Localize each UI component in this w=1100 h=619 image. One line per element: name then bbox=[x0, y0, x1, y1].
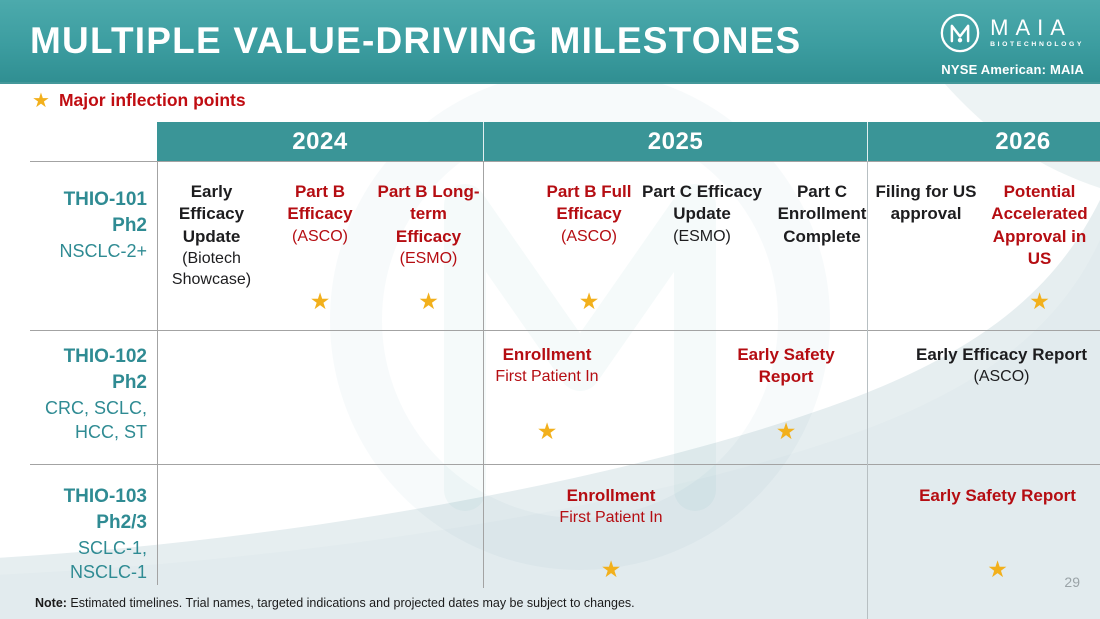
trial-indication: NSCLC-1 bbox=[69, 562, 147, 582]
milestone-title: Early Safety Report bbox=[737, 345, 835, 387]
star-icon: ★ bbox=[536, 418, 558, 444]
footnote: Note: Estimated timelines. Trial names, … bbox=[35, 596, 635, 610]
year-header-2025: 2025 bbox=[483, 122, 867, 161]
maia-logo-icon bbox=[940, 13, 980, 53]
milestone-title: Early Efficacy Report bbox=[915, 345, 1087, 364]
logo-subbrand-text: BIOTECHNOLOGY bbox=[990, 41, 1084, 49]
milestone-title: Part B Efficacy bbox=[287, 182, 353, 224]
grid-line bbox=[867, 161, 868, 619]
milestone-subtitle: (ASCO) bbox=[561, 227, 617, 245]
grid-line bbox=[30, 330, 1100, 331]
grid-line bbox=[30, 161, 1100, 162]
page-number: 29 bbox=[1064, 574, 1080, 590]
trial-indication: HCC, ST bbox=[75, 422, 147, 442]
grid-line bbox=[483, 161, 484, 588]
trial-indication: NSCLC-2+ bbox=[59, 241, 147, 261]
milestone-cell: Part B Full Efficacy (ASCO) ★ bbox=[525, 161, 653, 330]
milestone-cell: Early Safety Report ★ bbox=[881, 464, 1100, 585]
timeline-table: 2024 2025 2026 THIO-101 Ph2 NSCLC-2+ Early … bbox=[30, 122, 1100, 585]
star-icon: ★ bbox=[578, 288, 600, 314]
milestone-cell: Enrollment First Patient In ★ bbox=[483, 464, 739, 585]
trial-indication: CRC, SCLC, bbox=[44, 398, 147, 418]
title-banner: MULTIPLE VALUE-DRIVING MILESTONES MAIA B… bbox=[0, 0, 1100, 84]
milestone-title: Early Safety Report bbox=[919, 486, 1076, 505]
milestone-cell: Part C Enrollment Complete bbox=[758, 161, 886, 330]
year-header-2026: 2026 bbox=[867, 122, 1100, 161]
milestone-cell: Early Efficacy Report (ASCO) bbox=[885, 330, 1100, 464]
milestone-subtitle: (ASCO) bbox=[292, 227, 348, 245]
milestone-cell: Filing for US approval bbox=[867, 161, 985, 330]
milestone-subtitle: (Biotech Showcase) bbox=[171, 250, 252, 289]
milestone-title: Potential Accelerated Approval in US bbox=[991, 182, 1088, 269]
maia-logo: MAIA BIOTECHNOLOGY bbox=[939, 12, 1084, 54]
legend: ★ Major inflection points bbox=[32, 90, 246, 111]
trial-phase: Ph2 bbox=[112, 372, 147, 393]
star-icon: ★ bbox=[775, 418, 797, 444]
footnote-text: Estimated timelines. Trial names, target… bbox=[66, 596, 635, 610]
milestone-title: Part B Long-term Efficacy bbox=[377, 182, 480, 246]
milestone-subtitle: First Patient In bbox=[559, 509, 663, 527]
milestone-subtitle: (ASCO) bbox=[973, 368, 1030, 386]
milestone-cell: Potential Accelerated Approval in US ★ bbox=[982, 161, 1097, 330]
milestone-subtitle: (ESMO) bbox=[673, 227, 731, 245]
milestone-title: Enrollment bbox=[566, 486, 656, 505]
milestone-cell: Early Safety Report ★ bbox=[722, 330, 850, 464]
trial-label: THIO-102 Ph2 CRC, SCLC, HCC, ST bbox=[30, 330, 157, 464]
maia-watermark-m-icon bbox=[444, 184, 716, 511]
trial-name: THIO-101 bbox=[63, 189, 147, 210]
milestone-title: Early Efficacy Update bbox=[178, 182, 245, 246]
logo-brand-text: MAIA bbox=[990, 15, 1072, 41]
milestone-cell: Part B Long-term Efficacy (ESMO) ★ bbox=[374, 161, 483, 330]
milestone-title: Enrollment bbox=[502, 345, 592, 364]
star-icon: ★ bbox=[600, 556, 622, 582]
ticker-label: NYSE American: MAIA bbox=[941, 62, 1084, 77]
grid-line bbox=[157, 161, 158, 585]
legend-label: Major inflection points bbox=[58, 90, 246, 110]
milestone-subtitle: (ESMO) bbox=[399, 250, 458, 268]
page-title: MULTIPLE VALUE-DRIVING MILESTONES bbox=[30, 20, 802, 61]
trial-name: THIO-102 bbox=[63, 346, 147, 367]
milestone-cell: Part B Efficacy (ASCO) ★ bbox=[266, 161, 374, 330]
year-header-2024: 2024 bbox=[157, 122, 483, 161]
trial-phase: Ph2/3 bbox=[96, 512, 147, 533]
milestone-cell: Enrollment First Patient In ★ bbox=[483, 330, 611, 464]
star-icon: ★ bbox=[32, 89, 50, 112]
grid-line bbox=[30, 464, 1100, 465]
milestone-title: Part B Full Efficacy bbox=[546, 182, 632, 224]
milestone-title: Part C Efficacy Update bbox=[642, 182, 762, 224]
milestone-title: Filing for US approval bbox=[875, 182, 977, 224]
star-icon: ★ bbox=[987, 556, 1008, 582]
trial-label: THIO-101 Ph2 NSCLC-2+ bbox=[30, 161, 157, 330]
trial-name: THIO-103 bbox=[63, 486, 147, 507]
trial-label: THIO-103 Ph2/3 SCLC-1, NSCLC-1 bbox=[30, 464, 157, 585]
trial-indication: SCLC-1, bbox=[77, 538, 147, 558]
trial-phase: Ph2 bbox=[112, 215, 147, 236]
milestone-title: Part C Enrollment Complete bbox=[777, 182, 867, 246]
star-icon: ★ bbox=[418, 288, 439, 314]
milestone-subtitle: First Patient In bbox=[495, 368, 599, 386]
milestone-cell: Early Efficacy Update (Biotech Showcase) bbox=[157, 161, 266, 330]
star-icon: ★ bbox=[309, 288, 331, 314]
footnote-label: Note: bbox=[35, 596, 67, 610]
milestone-cell: Part C Efficacy Update (ESMO) bbox=[638, 161, 766, 330]
star-icon: ★ bbox=[1029, 288, 1050, 314]
